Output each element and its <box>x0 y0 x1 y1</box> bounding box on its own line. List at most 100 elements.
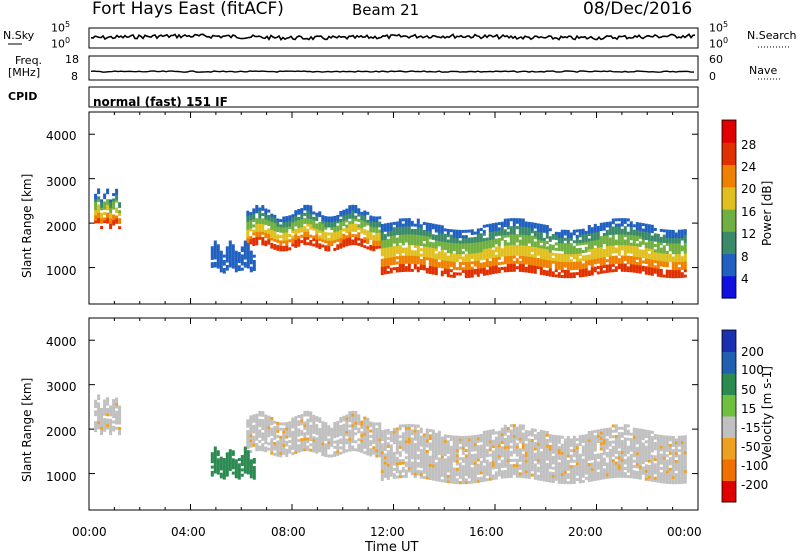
velocity-echo-pixel <box>563 451 567 455</box>
power-echo-pixel <box>638 267 642 271</box>
power-echo-pixel <box>566 251 570 255</box>
power-echo-pixel <box>548 246 552 250</box>
velocity-echo-pixel <box>515 458 519 462</box>
power-echo-pixel <box>617 258 621 262</box>
velocity-echo-pixel <box>467 438 471 442</box>
velocity-echo-pixel <box>641 434 645 438</box>
power-echo-pixel <box>533 257 537 261</box>
velocity-echo-pixel <box>626 456 630 460</box>
velocity-echo-pixel <box>416 448 420 452</box>
power-echo-pixel <box>653 254 657 258</box>
velocity-echo-pixel <box>461 467 465 471</box>
power-echo-pixel <box>252 208 256 212</box>
power-echo-pixel <box>674 248 678 252</box>
velocity-echo-pixel <box>515 472 519 476</box>
power-echo-pixel <box>431 223 435 227</box>
power-echo-pixel <box>665 274 669 278</box>
velocity-echo-pixel <box>452 443 456 447</box>
power-echo-pixel <box>494 227 498 231</box>
velocity-echo-pixel <box>473 453 477 457</box>
velocity-echo-pixel <box>605 475 609 479</box>
power-echo-pixel <box>611 245 615 249</box>
power-echo-pixel <box>542 269 546 273</box>
velocity-echo-pixel <box>668 475 672 479</box>
power-echo-pixel <box>449 269 453 273</box>
power-echo-pixel <box>270 237 274 241</box>
velocity-echo-pixel <box>246 419 250 423</box>
velocity-echo-pixel <box>566 473 570 477</box>
power-echo-pixel <box>246 265 250 269</box>
power-echo-pixel <box>611 258 615 262</box>
velocity-echo-pixel <box>470 462 474 465</box>
velocity-echo-pixel <box>422 462 426 466</box>
power-echo-pixel <box>449 255 453 259</box>
power-echo-pixel <box>650 227 654 231</box>
velocity-echo-pixel <box>348 416 352 420</box>
velocity-echo-pixel <box>443 437 447 441</box>
power-echo-pixel <box>339 235 343 238</box>
velocity-echo-pixel <box>395 448 399 452</box>
velocity-echo-pixel <box>366 428 370 432</box>
velocity-echo-pixel <box>115 410 119 414</box>
velocity-echo-pixel <box>461 481 465 485</box>
velocity-echo-pixel <box>470 478 474 481</box>
power-echo-pixel <box>336 220 340 224</box>
velocity-echo-pixel <box>431 472 435 476</box>
velocity-echo-pixel <box>318 441 322 445</box>
power-echo-pixel <box>605 248 609 252</box>
velocity-echo-pixel <box>389 444 393 448</box>
power-echo-pixel <box>557 242 561 246</box>
velocity-echo-pixel <box>264 430 268 434</box>
power-echo-pixel <box>300 210 304 214</box>
velocity-echo-pixel <box>500 462 504 466</box>
power-echo-pixel <box>494 222 498 226</box>
power-echo-pixel <box>273 217 277 221</box>
velocity-echo-pixel <box>518 429 522 433</box>
power-echo-pixel <box>674 232 678 236</box>
velocity-echo-pixel <box>482 465 486 469</box>
velocity-echo-pixel <box>228 449 232 453</box>
velocity-echo-pixel <box>581 440 585 443</box>
velocity-echo-pixel <box>378 425 382 428</box>
velocity-echo-pixel <box>593 453 597 457</box>
power-echo-pixel <box>458 256 462 260</box>
velocity-echo-pixel <box>536 466 540 470</box>
velocity-echo-pixel <box>524 435 528 439</box>
velocity-echo-pixel <box>333 440 337 444</box>
velocity-echo-pixel <box>437 452 441 456</box>
velocity-echo-pixel <box>395 438 399 442</box>
velocity-echo-pixel <box>336 444 340 448</box>
power-echo-pixel <box>647 242 651 246</box>
velocity-echo-pixel <box>273 444 277 448</box>
power-echo-pixel <box>94 199 98 203</box>
power-echo-pixel <box>653 244 657 247</box>
power-echo-pixel <box>452 245 456 249</box>
power-echo-pixel <box>309 210 313 214</box>
power-echo-pixel <box>294 228 298 232</box>
power-echo-pixel <box>449 229 453 233</box>
power-echo-pixel <box>294 220 298 224</box>
velocity-echo-pixel <box>398 424 402 428</box>
velocity-echo-pixel <box>662 480 666 484</box>
power-echo-pixel <box>653 270 657 274</box>
power-echo-pixel <box>219 266 223 270</box>
velocity-echo-pixel <box>398 435 402 439</box>
power-echo-pixel <box>112 222 116 226</box>
power-echo-pixel <box>431 242 435 246</box>
velocity-echo-pixel <box>419 443 423 447</box>
velocity-echo-pixel <box>431 434 435 438</box>
velocity-echo-pixel <box>440 479 444 483</box>
velocity-echo-pixel <box>572 478 576 482</box>
velocity-echo-pixel <box>360 420 364 424</box>
velocity-echo-pixel <box>569 481 573 485</box>
velocity-echo-pixel <box>545 447 549 450</box>
velocity-echo-pixel <box>395 459 399 463</box>
power-echo-pixel <box>527 232 531 236</box>
velocity-echo-pixel <box>554 477 558 481</box>
velocity-echo-pixel <box>303 413 307 417</box>
power-echo-pixel <box>554 255 558 259</box>
velocity-echo-pixel <box>413 467 417 470</box>
velocity-echo-pixel <box>440 444 444 448</box>
velocity-echo-pixel <box>644 467 648 470</box>
velocity-echo-pixel <box>581 472 585 475</box>
